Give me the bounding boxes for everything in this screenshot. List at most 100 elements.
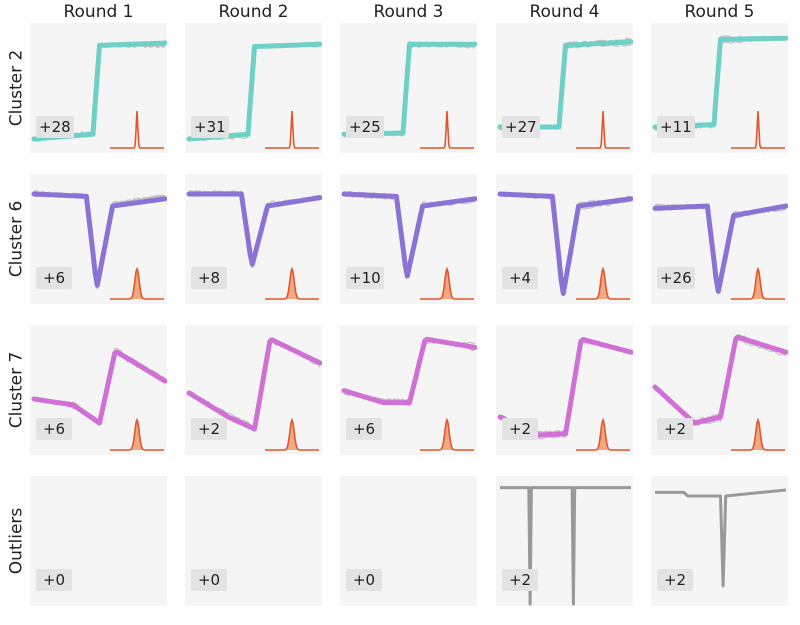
panel-cluster-2-round-5: +11 [651, 23, 788, 153]
distribution-curve [110, 266, 164, 300]
panel-cluster-7-round-3: +6 [340, 325, 477, 455]
panel-plot [652, 203, 788, 300]
column-title-round-4: Round 4 [529, 2, 600, 22]
outlier-trace [500, 486, 631, 606]
distribution-curve [420, 417, 474, 451]
count-badge: +4 [502, 267, 538, 289]
panel-outliers-round-4: +2 [496, 476, 633, 606]
row-title-cluster-7: Cluster 7 [6, 351, 26, 429]
panel-cluster-6-round-4: +4 [496, 174, 633, 304]
count-badge: +6 [36, 418, 72, 440]
count-badge: +28 [36, 116, 74, 138]
column-title-round-3: Round 3 [373, 2, 444, 22]
centroid-line-cluster-2 [497, 39, 633, 130]
distribution-fill [265, 269, 319, 299]
distribution-curve [731, 110, 785, 149]
count-badge: +25 [346, 116, 384, 138]
count-badge: +6 [346, 418, 382, 440]
distribution-curve [265, 110, 319, 149]
column-title-round-5: Round 5 [684, 2, 755, 22]
panel-outliers-round-3: +0 [340, 476, 477, 606]
panel-cluster-6-round-3: +10 [340, 174, 477, 304]
distribution-fill [110, 420, 164, 450]
distribution-fill [731, 269, 785, 299]
panel-cluster-2-round-1: +28 [30, 23, 167, 153]
distribution-fill [731, 420, 785, 450]
distribution-fill [576, 269, 630, 299]
count-badge: +0 [346, 569, 382, 591]
distribution-curve [110, 110, 164, 149]
panel-cluster-2-round-3: +25 [340, 23, 477, 153]
centroid-line-cluster-6 [341, 191, 477, 279]
panel-cluster-7-round-5: +2 [651, 325, 788, 455]
row-title-cluster-2: Cluster 2 [6, 49, 26, 127]
distribution-curve [576, 110, 630, 149]
panel-plot [497, 191, 633, 300]
panel-plot [341, 336, 477, 451]
distribution-fill [110, 269, 164, 299]
distribution-fill [576, 420, 630, 450]
panel-cluster-2-round-4: +27 [496, 23, 633, 153]
row-title-cluster-6: Cluster 6 [6, 200, 26, 278]
panel-outliers-round-2: +0 [185, 476, 322, 606]
distribution-curve [420, 110, 474, 149]
count-badge: +10 [346, 267, 384, 289]
member-trace [33, 349, 166, 422]
column-title-round-1: Round 1 [63, 2, 134, 22]
panel-cluster-2-round-2: +31 [185, 23, 322, 153]
panel-plot [655, 488, 787, 588]
count-badge: +31 [191, 116, 229, 138]
count-badge: +11 [657, 116, 695, 138]
count-badge: +2 [657, 569, 693, 591]
panel-cluster-7-round-4: +2 [496, 325, 633, 455]
distribution-fill [265, 420, 319, 450]
count-badge: +26 [657, 267, 695, 289]
centroid-line-cluster-2 [652, 35, 788, 130]
centroid-line-cluster-7 [31, 349, 167, 426]
centroid-line-cluster-7 [341, 336, 477, 406]
panel-cluster-7-round-2: +2 [185, 325, 322, 455]
panel-outliers-round-1: +0 [30, 476, 167, 606]
distribution-curve [731, 417, 785, 451]
distribution-fill [420, 269, 474, 299]
distribution-curve [265, 266, 319, 300]
distribution-curve [265, 417, 319, 451]
centroid-line-cluster-7 [652, 334, 788, 426]
panel-plot [31, 348, 167, 451]
count-badge: +0 [36, 569, 72, 591]
distribution-curve [420, 266, 474, 300]
panel-plot [31, 189, 167, 300]
panel-plot [500, 486, 631, 606]
panel-plot [652, 333, 788, 451]
panel-plot [186, 189, 322, 300]
outlier-trace [655, 488, 787, 588]
panel-outliers-round-5: +2 [651, 476, 788, 606]
row-title-outliers: Outliers [6, 507, 27, 575]
distribution-curve [576, 417, 630, 451]
distribution-curve [110, 417, 164, 451]
member-trace [343, 339, 476, 403]
centroid-line-cluster-6 [497, 191, 633, 296]
count-badge: +2 [657, 418, 693, 440]
centroid-line-cluster-6 [31, 191, 167, 288]
distribution-curve [576, 266, 630, 300]
distribution-curve [731, 266, 785, 300]
member-trace [343, 337, 476, 403]
column-title-round-2: Round 2 [218, 2, 289, 22]
count-badge: +6 [36, 267, 72, 289]
panel-cluster-7-round-1: +6 [30, 325, 167, 455]
member-trace [33, 348, 166, 422]
panel-plot [186, 337, 322, 451]
count-badge: +2 [191, 418, 227, 440]
panel-cluster-6-round-1: +6 [30, 174, 167, 304]
panel-cluster-6-round-5: +26 [651, 174, 788, 304]
count-badge: +0 [191, 569, 227, 591]
panel-plot [341, 190, 477, 300]
centroid-line-cluster-6 [186, 191, 322, 267]
distribution-fill [420, 420, 474, 450]
centroid-line-cluster-7 [186, 337, 322, 432]
count-badge: +27 [502, 116, 540, 138]
panel-cluster-6-round-2: +8 [185, 174, 322, 304]
count-badge: +2 [502, 569, 538, 591]
